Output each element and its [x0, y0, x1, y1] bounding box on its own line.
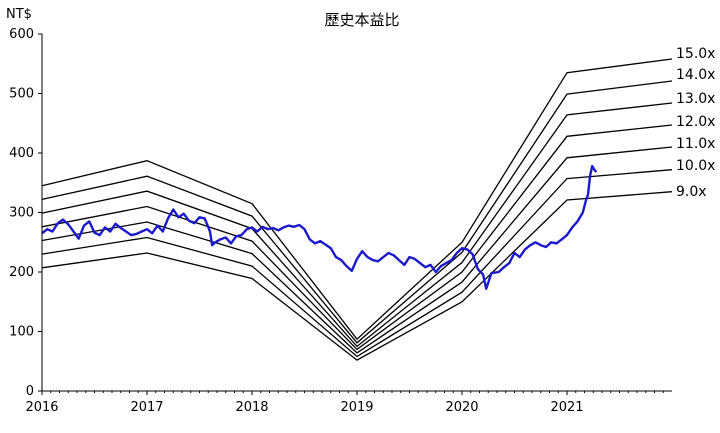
axes: 0 100 200 300 400 500 600 2016 2017 2018 2019 2020 2… — [9, 27, 672, 415]
x-tick-label: 2017 — [130, 400, 163, 415]
y-tick-label: 400 — [9, 146, 34, 161]
y-tick-label: 300 — [9, 206, 34, 221]
pe-band-lines — [41, 58, 673, 361]
y-tick-label: 600 — [9, 27, 34, 42]
y-tick-label: 100 — [9, 325, 34, 340]
pe-band-label: 10.0x — [676, 158, 715, 174]
pe-band-label: 9.0x — [676, 184, 707, 200]
price-line — [41, 164, 598, 290]
y-tick-label: 0 — [26, 384, 34, 399]
y-tick-label: 200 — [9, 265, 34, 280]
pe-band-line — [41, 80, 673, 344]
pe-band-label: 13.0x — [676, 91, 715, 107]
pe-band-line — [41, 191, 673, 361]
pe-band-label: 14.0x — [676, 67, 715, 83]
chart-title: 歷史本益比 — [324, 11, 399, 29]
x-tick-label: 2016 — [25, 400, 58, 415]
x-tick-label: 2018 — [235, 400, 268, 415]
pe-band-line — [41, 102, 673, 348]
pe-band-line — [41, 124, 673, 351]
pe-band-line — [41, 169, 673, 358]
price-series — [41, 164, 598, 290]
pe-band-labels: 15.0x 14.0x 13.0x 12.0x 11.0x 10.0x 9.0x — [676, 46, 715, 200]
y-axis-label: NT$ — [6, 7, 32, 22]
pe-band-line — [41, 146, 673, 354]
pe-band-label: 12.0x — [676, 114, 715, 130]
pe-band-label: 15.0x — [676, 46, 715, 62]
x-tick-label: 2019 — [340, 400, 373, 415]
y-tick-label: 500 — [9, 87, 34, 102]
pe-band-line — [41, 58, 673, 341]
x-tick-label: 2020 — [445, 400, 478, 415]
pe-band-label: 11.0x — [676, 136, 715, 152]
x-tick-label: 2021 — [550, 400, 583, 415]
